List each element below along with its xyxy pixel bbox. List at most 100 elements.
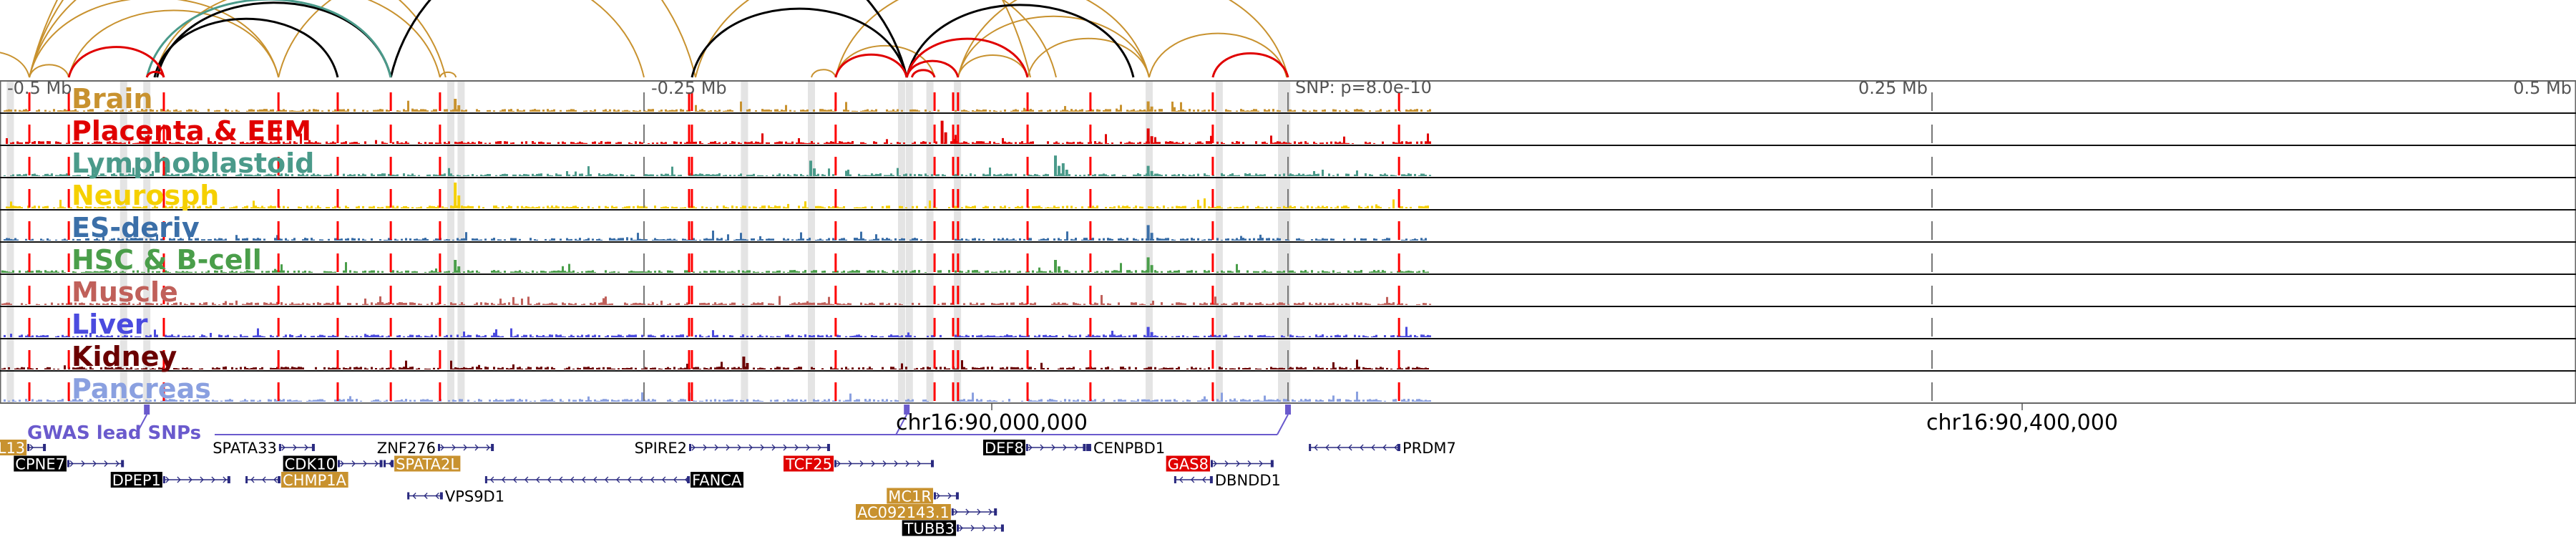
signal-bar <box>130 367 132 369</box>
signal-bar <box>1004 335 1006 337</box>
signal-bar <box>759 236 761 241</box>
signal-bar <box>841 367 843 369</box>
signal-bar <box>555 271 557 273</box>
signal-bar <box>102 207 104 208</box>
signal-bar <box>1369 399 1371 402</box>
signal-bar <box>1019 334 1021 337</box>
signal-bar <box>665 173 667 176</box>
signal-peak <box>454 99 457 112</box>
signal-bar <box>645 206 648 208</box>
signal-bar <box>328 110 330 112</box>
signal-bar <box>521 141 523 144</box>
signal-bar <box>192 205 195 208</box>
signal-bar <box>757 400 759 402</box>
signal-bar <box>298 400 300 402</box>
signal-bar <box>311 142 313 144</box>
signal-bar <box>834 400 836 402</box>
signal-bar <box>29 239 31 241</box>
signal-bar <box>682 399 684 402</box>
signal-bar <box>109 399 111 402</box>
signal-bar <box>708 335 710 337</box>
signal-bar <box>1060 400 1062 402</box>
signal-bar <box>757 239 759 241</box>
signal-bar <box>152 271 154 273</box>
strand-arrow-icon <box>440 444 444 451</box>
signal-bar <box>570 303 572 305</box>
signal-bar <box>1079 141 1081 144</box>
signal-bar <box>1390 175 1392 176</box>
signal-bar <box>1283 270 1285 273</box>
signal-bar <box>1017 205 1019 208</box>
signal-bar <box>1038 110 1040 112</box>
signal-peak <box>1065 170 1068 176</box>
signal-bar <box>809 238 811 241</box>
signal-bar <box>182 271 184 273</box>
signal-bar <box>800 303 802 305</box>
signal-bar <box>306 205 308 208</box>
signal-bar <box>1244 400 1246 402</box>
signal-bar <box>332 110 334 112</box>
signal-bar <box>821 271 824 273</box>
signal-bar <box>171 173 173 176</box>
signal-bar <box>710 270 712 273</box>
signal-bar <box>1167 271 1169 273</box>
signal-bar <box>444 336 446 337</box>
signal-bar <box>145 400 147 402</box>
signal-bar <box>843 109 845 112</box>
signal-bar <box>1255 368 1257 369</box>
signal-bar <box>596 367 598 369</box>
signal-bar <box>916 110 918 112</box>
signal-bar <box>446 142 448 144</box>
signal-bar <box>154 399 156 402</box>
signal-bar <box>867 400 869 402</box>
signal-bar <box>124 142 126 144</box>
strand-arrow-icon <box>661 476 666 483</box>
signal-bar <box>562 400 564 402</box>
signal-bar <box>205 302 208 305</box>
signal-bar <box>789 175 791 176</box>
signal-bar <box>1047 367 1049 369</box>
signal-bar <box>36 270 38 273</box>
gene-spata33: SPATA33 <box>213 440 315 457</box>
signal-bar <box>1236 336 1238 337</box>
signal-bar <box>173 336 175 337</box>
signal-bar <box>1002 137 1004 144</box>
signal-bar <box>583 367 585 369</box>
signal-bar <box>132 270 135 273</box>
strand-arrow-icon <box>970 525 975 531</box>
signal-bar <box>457 142 459 144</box>
signal-bar <box>1384 400 1386 402</box>
signal-peak <box>1150 265 1153 273</box>
signal-bar <box>1354 109 1356 112</box>
signal-bar <box>579 173 581 176</box>
signal-bar <box>639 303 641 305</box>
signal-bar <box>1199 141 1201 144</box>
signal-bar <box>650 109 652 112</box>
signal-bar <box>856 399 858 402</box>
signal-bar <box>787 399 789 402</box>
signal-bar <box>487 174 489 176</box>
signal-bar <box>611 271 613 273</box>
signal-bar <box>1201 304 1204 305</box>
signal-bar <box>609 367 611 369</box>
signal-bar <box>1380 304 1382 305</box>
signal-bar <box>1047 238 1049 241</box>
signal-bar <box>304 175 306 176</box>
signal-bar <box>109 141 111 144</box>
signal-bar <box>1223 335 1225 337</box>
signal-bar <box>770 238 772 241</box>
signal-bar <box>1384 271 1386 273</box>
signal-bar <box>1375 204 1377 208</box>
signal-bar <box>1249 238 1251 241</box>
signal-bar <box>1238 175 1240 176</box>
gene-label-background <box>855 504 951 520</box>
signal-bar <box>143 271 145 273</box>
signal-bar <box>742 334 744 337</box>
signal-bar <box>124 303 126 305</box>
signal-bar <box>437 205 439 208</box>
signal-bar <box>111 335 113 337</box>
signal-bar <box>379 109 381 112</box>
signal-bar <box>663 238 665 241</box>
signal-bar <box>323 367 326 369</box>
signal-bar <box>435 109 437 112</box>
